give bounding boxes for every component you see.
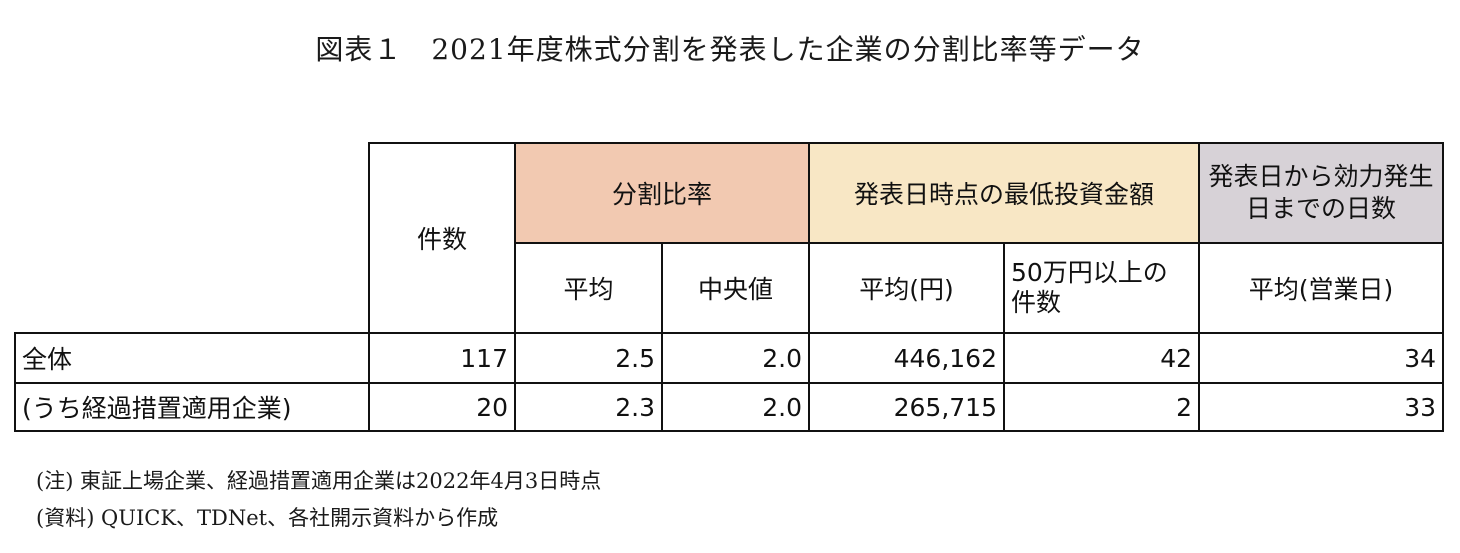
cell-avg-ratio: 2.3 bbox=[514, 382, 663, 432]
cell-count: 117 bbox=[368, 332, 516, 384]
note-source-conditions: (注) 東証上場企業、経過措置適用企業は2022年4月3日時点 bbox=[36, 469, 602, 493]
header-count: 件数 bbox=[368, 142, 516, 334]
figure-title: 図表１ 2021年度株式分割を発表した企業の分割比率等データ bbox=[315, 33, 1145, 66]
cell-avg-days: 34 bbox=[1198, 332, 1444, 384]
header-days-to-effect: 発表日から効力発生日までの日数 bbox=[1198, 142, 1444, 244]
cell-over-500k: 2 bbox=[1003, 382, 1200, 432]
cell-over-500k: 42 bbox=[1003, 332, 1200, 384]
header-median: 中央値 bbox=[661, 242, 810, 334]
note-data-sources: (資料) QUICK、TDNet、各社開示資料から作成 bbox=[36, 506, 499, 530]
cell-avg-min-invest: 265,715 bbox=[808, 382, 1005, 432]
split-ratio-table: 件数 分割比率 発表日時点の最低投資金額 発表日から効力発生日までの日数 平均 … bbox=[14, 142, 1444, 432]
header-row-2: 平均 中央値 平均(円) 50万円以上の件数 平均(営業日) bbox=[15, 242, 1444, 334]
table-row: (うち経過措置適用企業) 20 2.3 2.0 265,715 2 33 bbox=[14, 382, 1444, 432]
header-count-over-500k: 50万円以上の件数 bbox=[1003, 242, 1200, 334]
header-row-1: 件数 分割比率 発表日時点の最低投資金額 発表日から効力発生日までの日数 bbox=[15, 142, 1444, 334]
cell-avg-days: 33 bbox=[1198, 382, 1444, 432]
row-label: (うち経過措置適用企業) bbox=[14, 382, 370, 432]
header-avg-yen: 平均(円) bbox=[808, 242, 1005, 334]
corner-cell bbox=[15, 143, 370, 334]
header-avg-business-days: 平均(営業日) bbox=[1198, 242, 1444, 334]
cell-avg-min-invest: 446,162 bbox=[808, 332, 1005, 384]
header-split-ratio: 分割比率 bbox=[514, 142, 810, 244]
row-label: 全体 bbox=[14, 332, 370, 384]
table-row: 全体 117 2.5 2.0 446,162 42 34 bbox=[14, 332, 1444, 384]
cell-median-ratio: 2.0 bbox=[661, 332, 810, 384]
cell-avg-ratio: 2.5 bbox=[514, 332, 663, 384]
cell-median-ratio: 2.0 bbox=[661, 382, 810, 432]
header-min-investment: 発表日時点の最低投資金額 bbox=[808, 142, 1200, 244]
header-avg: 平均 bbox=[514, 242, 663, 334]
cell-count: 20 bbox=[368, 382, 516, 432]
